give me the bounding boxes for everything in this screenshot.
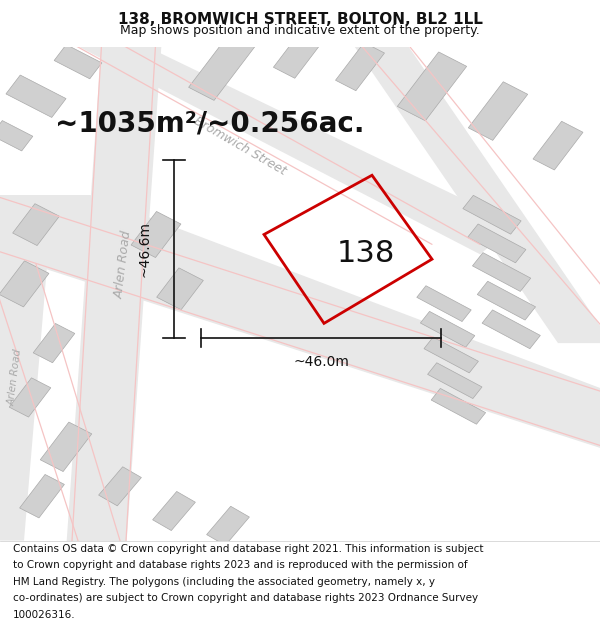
Text: ~46.6m: ~46.6m	[137, 221, 151, 278]
Polygon shape	[431, 388, 485, 424]
Polygon shape	[463, 196, 521, 234]
Text: co-ordinates) are subject to Crown copyright and database rights 2023 Ordnance S: co-ordinates) are subject to Crown copyr…	[13, 593, 478, 603]
Polygon shape	[0, 121, 33, 151]
Text: ~46.0m: ~46.0m	[293, 356, 349, 369]
Polygon shape	[13, 204, 59, 246]
Polygon shape	[0, 261, 49, 307]
Text: HM Land Registry. The polygons (including the associated geometry, namely x, y: HM Land Registry. The polygons (includin…	[13, 577, 435, 587]
Polygon shape	[533, 121, 583, 170]
Polygon shape	[428, 362, 482, 399]
Polygon shape	[188, 33, 256, 101]
Polygon shape	[0, 195, 600, 452]
Polygon shape	[20, 474, 64, 518]
Polygon shape	[206, 506, 250, 546]
Polygon shape	[348, 37, 600, 343]
Text: Bromwich Street: Bromwich Street	[191, 114, 289, 178]
Polygon shape	[131, 211, 181, 258]
Text: Arlen Road: Arlen Road	[7, 349, 23, 407]
Polygon shape	[421, 311, 475, 348]
Polygon shape	[9, 378, 51, 417]
Text: Contains OS data © Crown copyright and database right 2021. This information is : Contains OS data © Crown copyright and d…	[13, 544, 484, 554]
Polygon shape	[477, 281, 536, 320]
Text: to Crown copyright and database rights 2023 and is reproduced with the permissio: to Crown copyright and database rights 2…	[13, 561, 468, 571]
Polygon shape	[54, 44, 102, 79]
Polygon shape	[335, 42, 385, 91]
Polygon shape	[467, 224, 526, 262]
Polygon shape	[274, 26, 326, 78]
Polygon shape	[417, 286, 471, 321]
Text: 138, BROMWICH STREET, BOLTON, BL2 1LL: 138, BROMWICH STREET, BOLTON, BL2 1LL	[118, 12, 482, 27]
Polygon shape	[472, 253, 531, 291]
Polygon shape	[482, 310, 541, 349]
Polygon shape	[6, 75, 66, 118]
Polygon shape	[469, 82, 527, 141]
Text: 100026316.: 100026316.	[13, 610, 76, 620]
Polygon shape	[98, 467, 142, 506]
Polygon shape	[152, 491, 196, 531]
Polygon shape	[33, 324, 75, 362]
Polygon shape	[397, 52, 467, 121]
Text: ~1035m²/~0.256ac.: ~1035m²/~0.256ac.	[55, 109, 365, 138]
Polygon shape	[0, 254, 48, 541]
Polygon shape	[40, 422, 92, 471]
Text: 138: 138	[337, 239, 395, 268]
Polygon shape	[157, 268, 203, 310]
Text: Arlen Road: Arlen Road	[112, 229, 134, 299]
Polygon shape	[66, 37, 162, 551]
Text: Map shows position and indicative extent of the property.: Map shows position and indicative extent…	[120, 24, 480, 36]
Polygon shape	[60, 22, 516, 254]
Polygon shape	[424, 337, 478, 373]
